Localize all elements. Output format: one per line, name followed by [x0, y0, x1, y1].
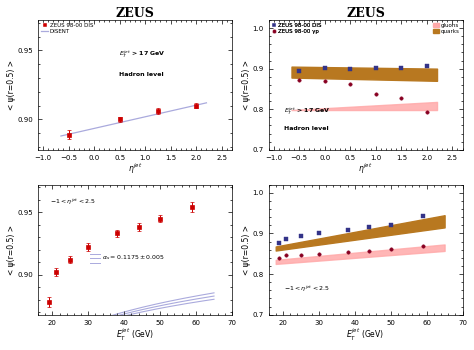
Y-axis label: < ψ(r=0.5) >: < ψ(r=0.5) >: [7, 225, 16, 275]
X-axis label: $E_T^{jet}$ (GeV): $E_T^{jet}$ (GeV): [116, 327, 154, 343]
X-axis label: $\eta^{jet}$: $\eta^{jet}$: [358, 162, 373, 176]
X-axis label: $\eta^{jet}$: $\eta^{jet}$: [128, 162, 142, 176]
Text: Hadron level: Hadron level: [119, 72, 164, 77]
Y-axis label: < ψ(r=0.5) >: < ψ(r=0.5) >: [242, 60, 251, 110]
Legend: gluons, quarks: gluons, quarks: [433, 23, 460, 35]
Y-axis label: < ψ(r=0.5) >: < ψ(r=0.5) >: [242, 225, 251, 275]
Text: $-1 < \eta^{jet} < 2.5$: $-1 < \eta^{jet} < 2.5$: [50, 197, 95, 208]
Title: ZEUS: ZEUS: [346, 7, 385, 20]
Text: Hadron level: Hadron level: [284, 126, 328, 131]
Text: $\alpha_s = 0.1175 \pm 0.005$: $\alpha_s = 0.1175 \pm 0.005$: [102, 253, 165, 262]
Legend: ZEUS 98-00 DIS, DISENT: ZEUS 98-00 DIS, DISENT: [41, 23, 94, 35]
Y-axis label: < ψ(r=0.5) >: < ψ(r=0.5) >: [7, 60, 16, 110]
Text: $E_T^{jet}$ > 17 GeV: $E_T^{jet}$ > 17 GeV: [284, 106, 331, 117]
Text: $E_T^{jet}$ > 17 GeV: $E_T^{jet}$ > 17 GeV: [119, 49, 166, 60]
Text: $-1 < \eta^{jet} < 2.5$: $-1 < \eta^{jet} < 2.5$: [284, 284, 330, 294]
X-axis label: $E_T^{jet}$ (GeV): $E_T^{jet}$ (GeV): [346, 327, 384, 343]
Title: ZEUS: ZEUS: [116, 7, 155, 20]
